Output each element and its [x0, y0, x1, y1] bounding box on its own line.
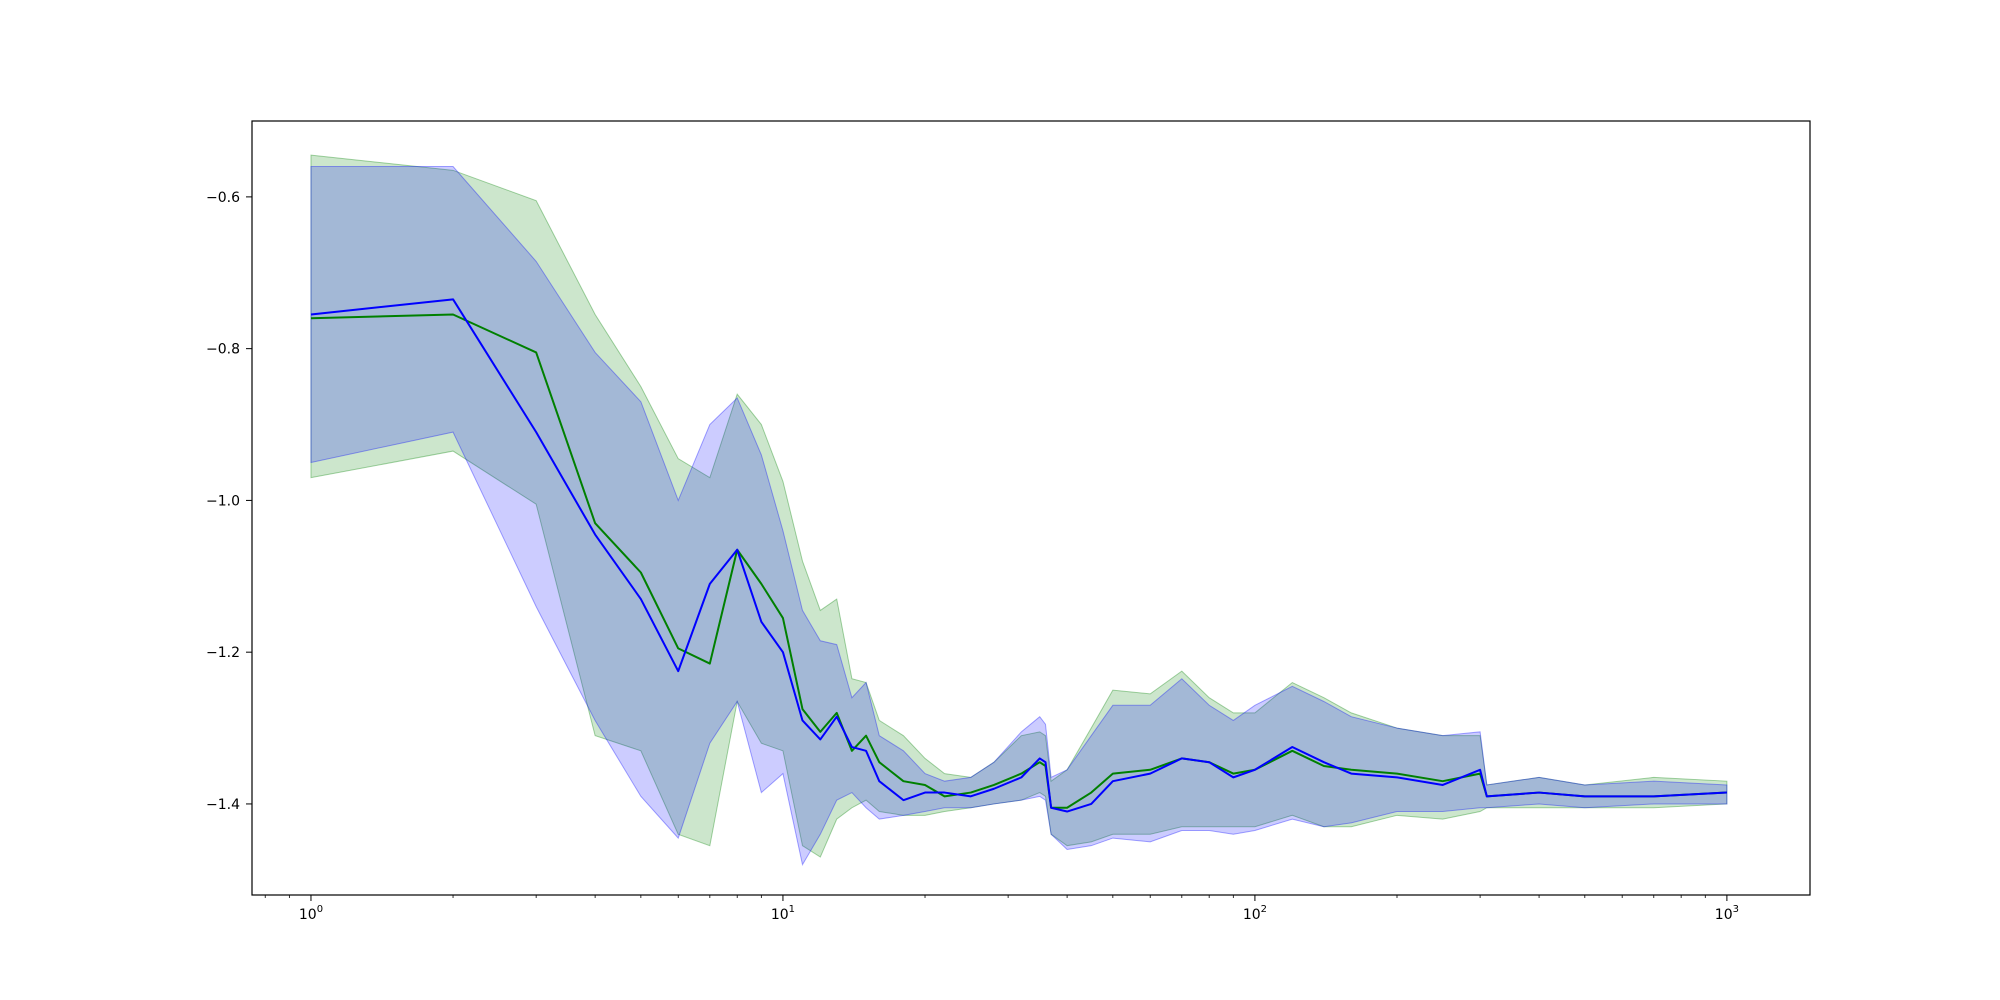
- x-tick-label-base: 10: [1243, 907, 1261, 923]
- y-tick-label: −0.6: [206, 190, 240, 206]
- series-1-band: [310, 154, 1728, 858]
- y-tick-label: −1.0: [206, 493, 240, 509]
- x-tick-label-exponent: 3: [1733, 904, 1739, 915]
- x-tick-label: 103: [1715, 904, 1739, 923]
- series-2-line: [310, 298, 1727, 813]
- y-tick-label: −0.8: [206, 342, 240, 358]
- x-axis: 100 101 102 103: [264, 895, 1739, 923]
- x-tick-label: 100: [299, 904, 323, 923]
- x-tick-label-exponent: 2: [1261, 904, 1267, 915]
- y-tick-label: −1.2: [206, 645, 240, 661]
- x-tick-label-base: 10: [1715, 907, 1733, 923]
- x-tick-label-base: 10: [299, 907, 317, 923]
- x-tick-label-base: 10: [771, 907, 789, 923]
- x-tick-label: 101: [771, 904, 795, 923]
- x-tick-label-exponent: 0: [317, 904, 323, 915]
- x-tick-label: 102: [1243, 904, 1267, 923]
- confidence-bands: [310, 154, 1728, 867]
- series-lines: [310, 298, 1727, 813]
- y-tick-label: −1.4: [206, 797, 240, 813]
- series-2-band: [310, 166, 1728, 867]
- y-axis: −0.6 −0.8 −1.0 −1.2 −1.4: [206, 190, 252, 813]
- x-tick-label-exponent: 1: [789, 904, 795, 915]
- plot-area-frame: [251, 120, 1811, 896]
